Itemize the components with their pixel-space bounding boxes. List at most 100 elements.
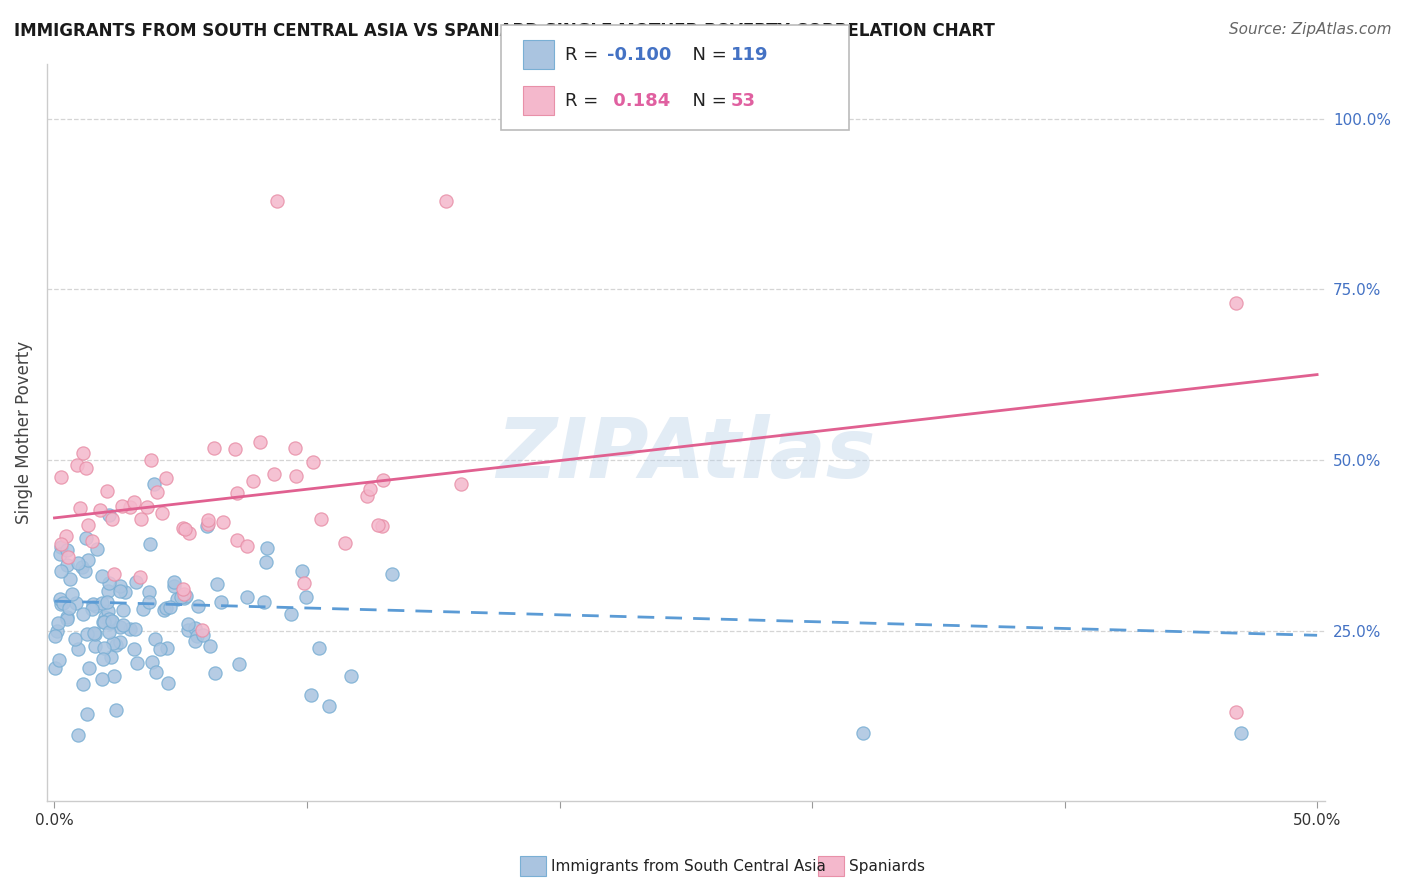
- Point: [98, 625, 121, 640]
- Point: [73, 564, 96, 578]
- Point: [63, 632, 86, 646]
- Point: [266, 194, 288, 208]
- Point: [200, 639, 222, 653]
- Point: [434, 194, 457, 208]
- Point: [83, 639, 105, 653]
- Point: [450, 477, 472, 491]
- Point: [186, 629, 208, 643]
- Point: [44, 630, 66, 644]
- Point: [318, 698, 340, 713]
- Point: [49, 597, 72, 611]
- Point: [124, 494, 146, 508]
- Point: [1225, 296, 1247, 310]
- Point: [80, 602, 103, 616]
- Point: [143, 632, 166, 647]
- Point: [97, 603, 120, 617]
- Point: [65, 597, 87, 611]
- Point: [75, 531, 97, 545]
- Point: [173, 587, 195, 601]
- Text: Source: ZipAtlas.com: Source: ZipAtlas.com: [1229, 22, 1392, 37]
- Point: [75, 461, 97, 475]
- Point: [118, 622, 141, 636]
- Point: [66, 458, 89, 473]
- Point: [173, 591, 195, 605]
- Point: [59, 572, 82, 586]
- Point: [129, 512, 152, 526]
- Point: [235, 539, 257, 553]
- Text: 53: 53: [731, 92, 756, 110]
- Point: [226, 533, 249, 548]
- Point: [101, 512, 124, 526]
- Point: [280, 607, 302, 621]
- Point: [103, 566, 125, 581]
- Point: [367, 517, 389, 532]
- Point: [371, 518, 394, 533]
- Point: [45, 624, 67, 639]
- Point: [124, 622, 146, 636]
- Point: [98, 508, 121, 522]
- Text: 0.184: 0.184: [607, 92, 671, 110]
- Point: [195, 518, 218, 533]
- Point: [76, 706, 98, 721]
- Point: [89, 503, 111, 517]
- Point: [55, 543, 77, 558]
- Point: [52, 596, 75, 610]
- Point: [174, 589, 197, 603]
- Text: R =: R =: [565, 45, 605, 63]
- Point: [51, 540, 73, 554]
- Point: [90, 596, 112, 610]
- Text: Spaniards: Spaniards: [849, 859, 925, 873]
- Point: [129, 570, 152, 584]
- Point: [97, 611, 120, 625]
- Point: [98, 616, 121, 631]
- Point: [173, 522, 195, 536]
- Point: [76, 553, 98, 567]
- Point: [49, 591, 72, 606]
- Point: [197, 517, 219, 532]
- Point: [256, 541, 278, 556]
- Point: [170, 590, 193, 604]
- Point: [138, 585, 160, 599]
- Point: [111, 603, 134, 617]
- Point: [202, 442, 225, 456]
- Point: [76, 518, 98, 533]
- Point: [228, 657, 250, 672]
- Point: [308, 640, 330, 655]
- Point: [155, 601, 177, 615]
- Point: [163, 574, 186, 589]
- Point: [138, 537, 160, 551]
- Point: [187, 599, 209, 614]
- Point: [51, 470, 73, 484]
- Point: [1225, 706, 1247, 720]
- Point: [209, 595, 232, 609]
- Point: [157, 676, 180, 690]
- Point: [70, 559, 93, 574]
- Point: [108, 579, 131, 593]
- Point: [101, 615, 124, 629]
- Point: [56, 610, 79, 624]
- Point: [103, 669, 125, 683]
- Point: [284, 441, 307, 455]
- Point: [141, 655, 163, 669]
- Point: [51, 537, 73, 551]
- Point: [284, 468, 307, 483]
- Point: [291, 564, 314, 578]
- Point: [111, 500, 134, 514]
- Point: [72, 445, 94, 459]
- Point: [163, 579, 186, 593]
- Point: [263, 467, 285, 482]
- Point: [104, 703, 127, 717]
- Point: [236, 590, 259, 604]
- Text: Immigrants from South Central Asia: Immigrants from South Central Asia: [551, 859, 827, 873]
- Point: [204, 665, 226, 680]
- Point: [56, 549, 79, 564]
- Point: [299, 688, 322, 702]
- Point: [72, 607, 94, 621]
- Point: [93, 640, 115, 655]
- Point: [86, 541, 108, 556]
- Point: [80, 534, 103, 549]
- Point: [1230, 726, 1253, 740]
- Point: [359, 483, 381, 497]
- Point: [122, 641, 145, 656]
- Point: [84, 627, 107, 641]
